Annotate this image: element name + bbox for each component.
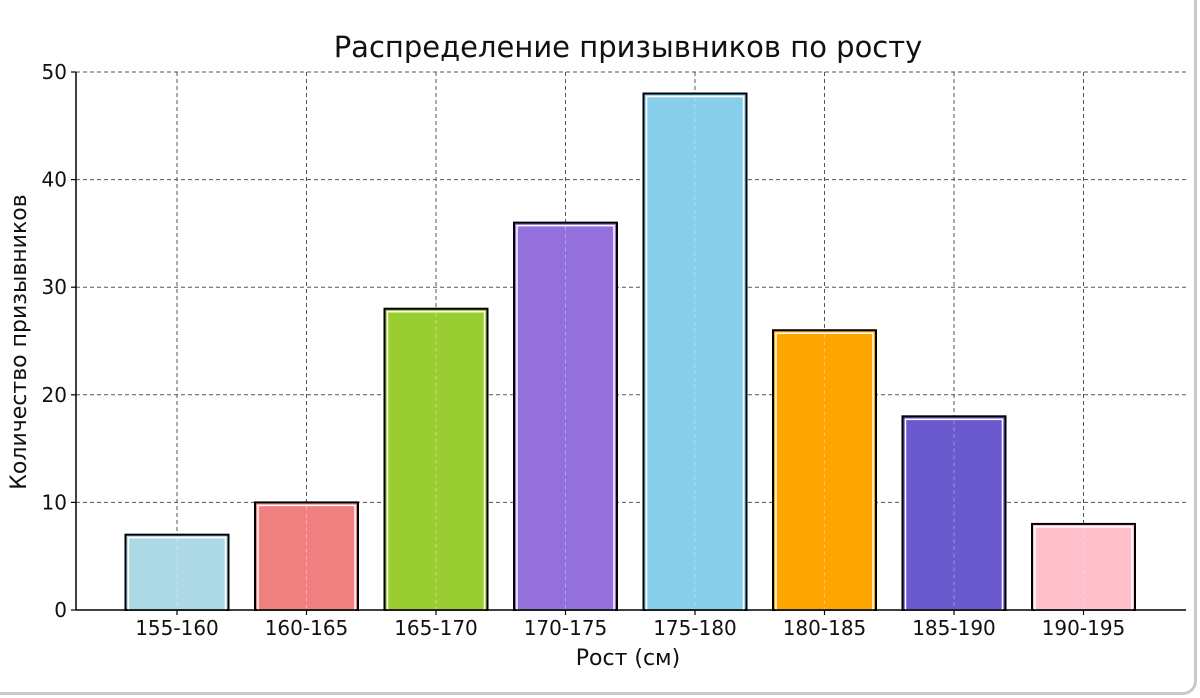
- x-tick-label: 190-195: [1042, 616, 1126, 640]
- x-tick-label: 170-175: [524, 616, 608, 640]
- y-axis-ticks: 0 10 20 30 40 50: [42, 60, 76, 622]
- x-axis-label: Рост (см): [576, 646, 681, 671]
- y-axis-label: Количество призывников: [7, 194, 32, 489]
- bar-170-175: [513, 221, 618, 611]
- x-tick-label: 160-165: [265, 616, 349, 640]
- bar-190-195: [1031, 522, 1136, 611]
- x-tick-label: 180-185: [783, 616, 867, 640]
- axes: [75, 72, 1186, 611]
- bar-155-160: [124, 533, 230, 611]
- y-tick-label: 50: [42, 60, 67, 84]
- bar-185-190: [901, 415, 1007, 611]
- y-tick-label: 10: [42, 490, 67, 514]
- y-tick-label: 40: [42, 168, 67, 192]
- x-tick-label: 175-180: [653, 616, 737, 640]
- bar-175-180: [642, 92, 748, 611]
- x-tick-label: 155-160: [135, 616, 219, 640]
- y-tick-label: 30: [42, 275, 67, 299]
- y-tick-label: 0: [54, 598, 67, 622]
- x-tick-label: 165-170: [394, 616, 478, 640]
- x-tick-label: 185-190: [912, 616, 996, 640]
- bar-165-170: [383, 307, 489, 611]
- bars: [124, 92, 1136, 611]
- x-axis-ticks: 155-160 160-165 165-170 170-175 175-180 180-1…: [135, 610, 1125, 640]
- bar-160-165: [254, 501, 359, 611]
- y-tick-label: 20: [42, 383, 67, 407]
- chart-title: Распределение призывников по росту: [334, 30, 923, 64]
- grid: [76, 71, 1186, 610]
